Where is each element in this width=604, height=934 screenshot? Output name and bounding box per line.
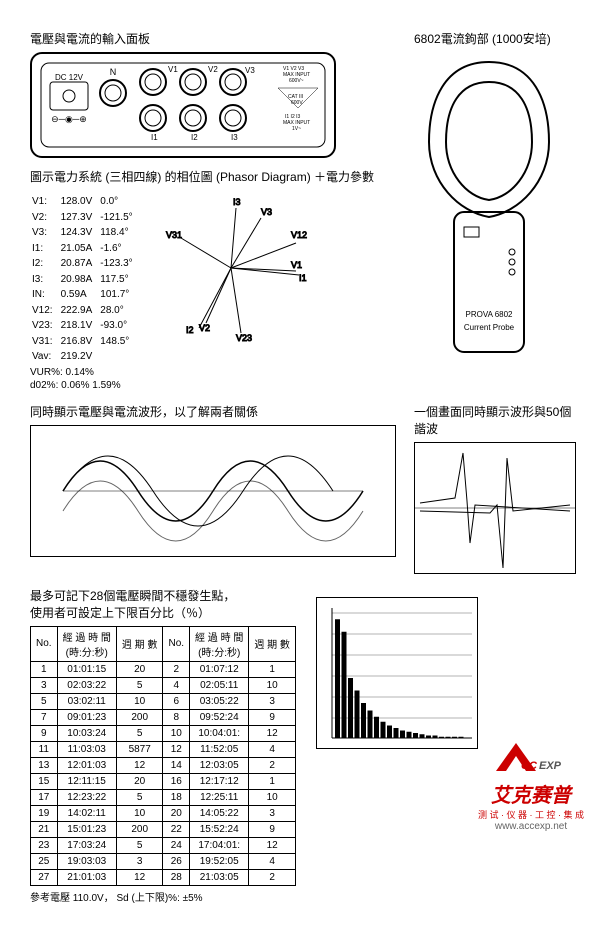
svg-text:⊖─◉─⊕: ⊖─◉─⊕ — [51, 114, 87, 124]
svg-text:I1: I1 — [151, 133, 158, 142]
svg-text:V1: V1 — [291, 260, 302, 270]
phasor-title: 圖示電力系統 (三相四線) 的相位圖 (Phasor Diagram) ＋電力參… — [30, 168, 394, 185]
vi-waveform — [30, 425, 396, 557]
phasor-diagram: I3 V3 V31 V12 V1 I1 V2 I2 V23 — [151, 193, 394, 393]
svg-text:N: N — [110, 67, 117, 77]
svg-text:I3: I3 — [233, 197, 241, 207]
svg-text:V31: V31 — [166, 230, 182, 240]
svg-text:600V~: 600V~ — [289, 78, 304, 84]
svg-text:EXP: EXP — [539, 760, 562, 772]
svg-text:1V~: 1V~ — [292, 126, 301, 132]
transients-footer: 參考電壓 110.0V， Sd (上下限)%: ±5% — [30, 889, 296, 904]
harmonics-chart — [316, 597, 478, 749]
transients-table: No.經 過 時 間 (時:分:秒)週 期 數No.經 過 時 間 (時:分:秒… — [30, 626, 296, 886]
input-panel-diagram: DC 12V ⊖─◉─⊕ N V1 V2 V3 I1 I2 I3 V1 V2 V… — [30, 52, 336, 158]
svg-text:I2: I2 — [191, 133, 198, 142]
svg-text:I3: I3 — [231, 133, 238, 142]
svg-text:PROVA 6802: PROVA 6802 — [466, 310, 514, 319]
clamp-title: 6802電流鉤部 (1000安培) — [414, 30, 574, 47]
svg-text:V1: V1 — [168, 65, 178, 74]
logo: CC EXP 艾克赛普 测 试 · 仪 器 · 工 控 · 集 成 www.ac… — [478, 741, 584, 832]
svg-text:V2: V2 — [208, 65, 218, 74]
svg-text:V3: V3 — [261, 207, 272, 217]
panel-title: 電壓與電流的輸入面板 — [30, 30, 394, 47]
svg-text:Current Probe: Current Probe — [464, 323, 515, 332]
harmonic-waveform — [414, 442, 576, 574]
svg-text:I1: I1 — [299, 273, 307, 283]
svg-text:V12: V12 — [291, 230, 307, 240]
wave-right-title: 一個畫面同時顯示波形與50個諧波 — [414, 403, 574, 437]
transients-title: 最多可記下28個電壓瞬間不穩發生點， 使用者可設定上下限百分比（％） — [30, 587, 296, 621]
svg-text:V23: V23 — [236, 333, 252, 343]
svg-text:DC 12V: DC 12V — [55, 73, 84, 82]
svg-text:I2: I2 — [186, 325, 194, 335]
phasor-data-table: V1:128.0V0.0°V2:127.3V-121.5°V3:124.3V11… — [30, 193, 141, 393]
svg-text:V3: V3 — [245, 66, 255, 75]
svg-text:CC: CC — [521, 760, 538, 772]
wave-left-title: 同時顯示電壓與電流波形，以了解兩者關係 — [30, 403, 394, 420]
clamp-diagram: PROVA 6802 Current Probe — [414, 52, 564, 362]
